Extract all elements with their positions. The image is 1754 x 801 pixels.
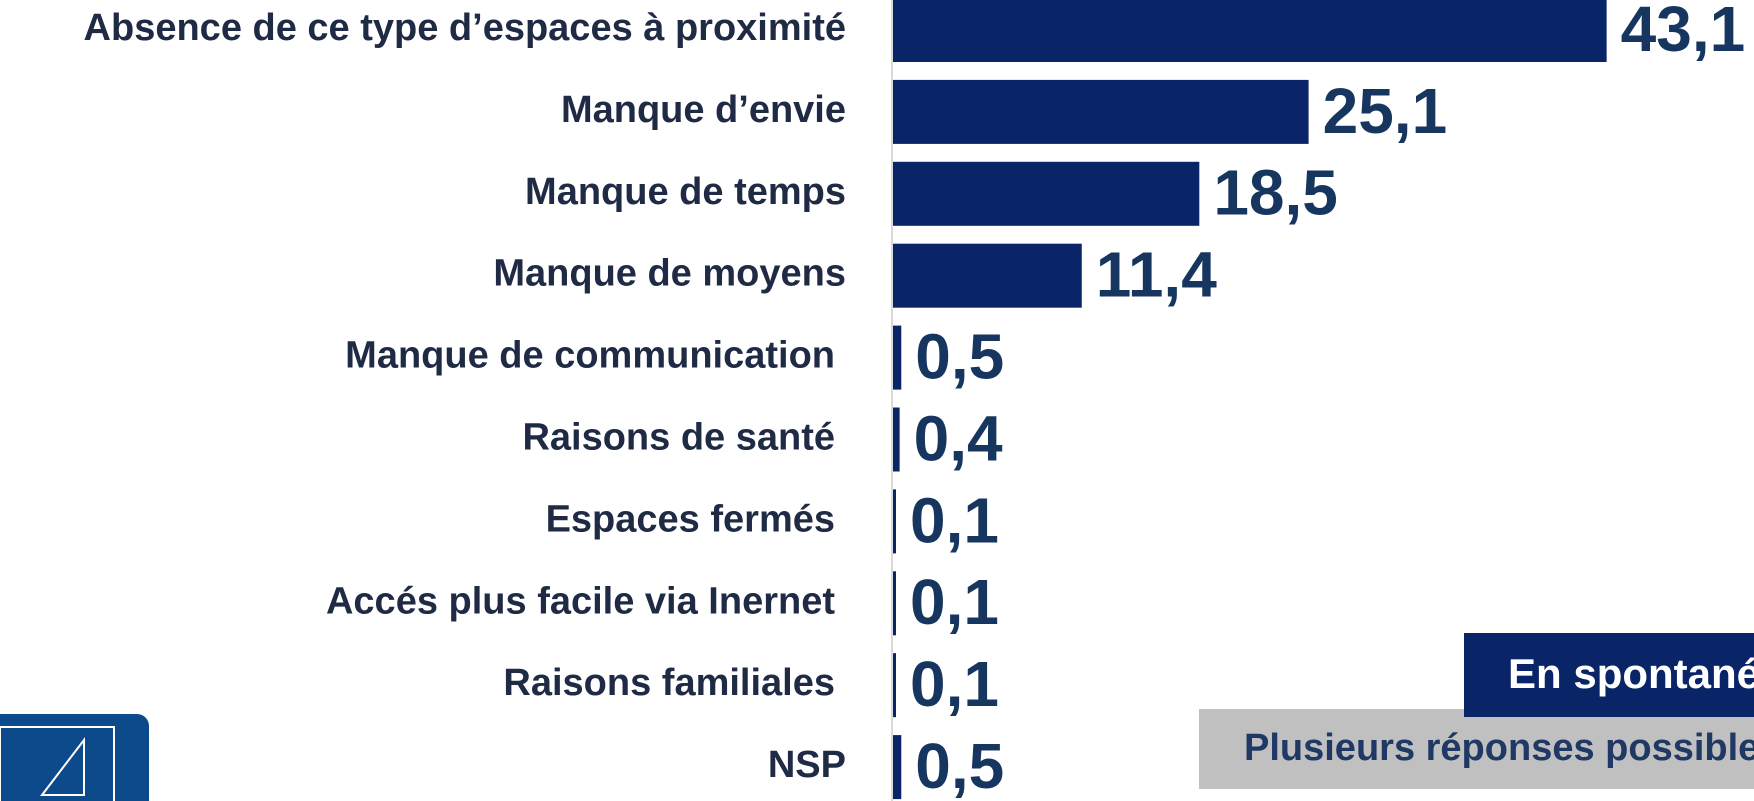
- category-label: Accés plus facile via Inernet: [326, 580, 835, 622]
- value-label: 0,5: [915, 321, 1004, 393]
- category-label: Absence de ce type d’espaces à proximité: [84, 7, 846, 49]
- bar: [893, 571, 896, 636]
- value-label: 0,1: [910, 566, 999, 638]
- category-label: Espaces fermés: [546, 498, 835, 540]
- note-text: Plusieurs réponses possibles: [1244, 727, 1754, 769]
- bar: [893, 79, 1309, 144]
- value-label: 0,1: [910, 648, 999, 720]
- value-label: 0,5: [915, 730, 1004, 801]
- category-label: Manque de temps: [525, 171, 846, 213]
- logo-box: [0, 714, 149, 801]
- bar: [893, 243, 1082, 308]
- bar: [893, 735, 902, 800]
- bar: [893, 0, 1607, 62]
- value-label: 0,4: [914, 402, 1003, 474]
- note-box: [1199, 709, 1754, 789]
- category-label: NSP: [768, 744, 846, 786]
- category-label: Manque d’envie: [561, 89, 846, 131]
- value-label: 0,1: [910, 484, 999, 556]
- category-label: Raisons familiales: [503, 662, 835, 704]
- value-label: 11,4: [1096, 239, 1217, 311]
- tag-box: [1464, 633, 1754, 717]
- bar: [893, 407, 900, 472]
- bar: [893, 653, 896, 718]
- value-label: 25,1: [1323, 75, 1448, 147]
- category-label: Manque de communication: [345, 335, 835, 377]
- bar: [893, 489, 896, 554]
- category-label: Manque de moyens: [493, 253, 846, 295]
- value-label: 43,1: [1621, 0, 1746, 65]
- category-label: Raisons de santé: [522, 417, 835, 459]
- logo: [0, 714, 149, 801]
- tag-text: En spontané: [1508, 650, 1754, 697]
- bar: [893, 325, 902, 390]
- logo-triangle: [39, 737, 85, 796]
- logo-frame: [0, 726, 115, 801]
- value-label: 18,5: [1213, 157, 1338, 229]
- bar: [893, 161, 1200, 226]
